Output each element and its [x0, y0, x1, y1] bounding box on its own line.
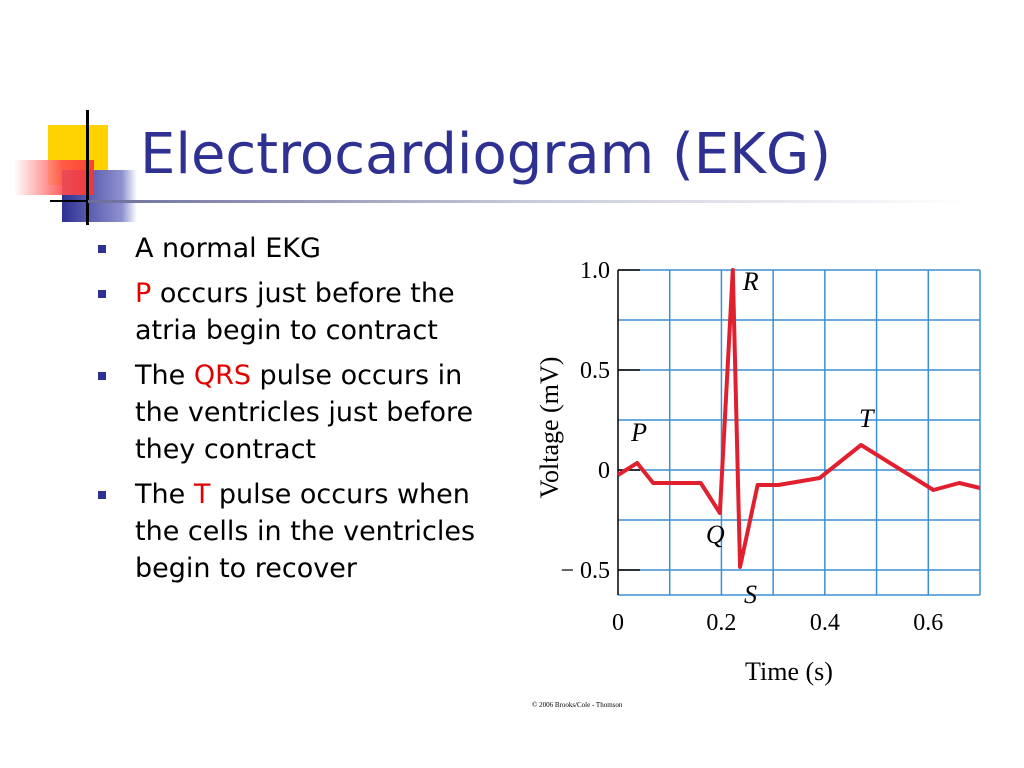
- highlight-text: P: [135, 278, 152, 309]
- slide-title: Electrocardiogram (EKG): [140, 122, 832, 187]
- y-axis-label: Voltage (mV): [535, 357, 564, 499]
- bullet-text: pulse occurs in the ventricles just befo…: [135, 360, 474, 465]
- bullet-text: The: [135, 479, 194, 510]
- bullet: P occurs just before the atria begin to …: [95, 275, 505, 349]
- bullet: The T pulse occurs when the cells in the…: [95, 476, 505, 587]
- bullet-text: pulse occurs when the cells in the ventr…: [135, 479, 476, 584]
- bullet-text: occurs just before the atria begin to co…: [135, 278, 455, 346]
- decoration: [0, 0, 1024, 240]
- y-tick-label: 0: [598, 458, 610, 484]
- x-tick-label: 0.6: [913, 610, 943, 636]
- bullet: The QRS pulse occurs in the ventricles j…: [95, 357, 505, 468]
- ekg-line: [616, 268, 981, 569]
- y-tick-label: 0.5: [580, 358, 610, 384]
- point-label: R: [742, 267, 759, 296]
- bullet: A normal EKG: [95, 230, 505, 267]
- x-tick-label: 0.2: [706, 610, 736, 636]
- point-label: S: [744, 580, 757, 609]
- bullet-text: A normal EKG: [135, 233, 321, 264]
- credit: © 2006 Brooks/Cole - Thomson: [532, 701, 623, 709]
- y-tick-label: − 0.5: [560, 558, 610, 584]
- bullet-list: A normal EKG P occurs just before the atr…: [95, 230, 505, 595]
- point-label: T: [859, 404, 875, 433]
- highlight-text: T: [193, 479, 211, 510]
- point-label: P: [630, 418, 647, 447]
- y-tick-label: 1.0: [580, 258, 610, 284]
- highlight-text: QRS: [193, 360, 251, 391]
- x-tick-label: 0: [612, 610, 624, 636]
- x-axis-label: Time (s): [745, 657, 833, 686]
- bullet-text: The: [135, 360, 194, 391]
- point-label: Q: [706, 520, 725, 549]
- x-tick-label: 0.4: [810, 610, 840, 636]
